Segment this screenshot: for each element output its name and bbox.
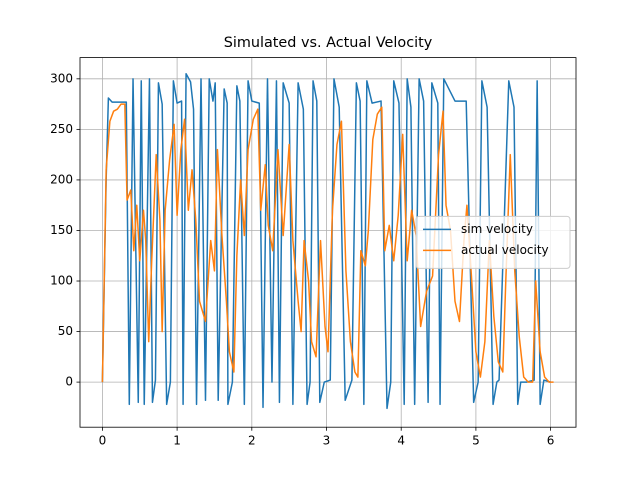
y-tick-label: 0 — [65, 375, 73, 389]
y-tick-label: 50 — [58, 324, 73, 338]
y-tick-label: 200 — [50, 172, 73, 186]
chart-title: Simulated vs. Actual Velocity — [224, 35, 433, 51]
x-tick-label: 6 — [547, 434, 555, 448]
axes-frame — [79, 57, 577, 428]
x-tick-label: 1 — [173, 434, 181, 448]
data-line — [101, 103, 554, 383]
legend-box — [415, 215, 571, 269]
x-tick-label: 5 — [472, 434, 480, 448]
x-tick-label: 3 — [323, 434, 331, 448]
y-tick-label: 300 — [50, 71, 73, 85]
x-tick-label: 4 — [397, 434, 405, 448]
y-tick-label: 250 — [50, 122, 73, 136]
x-tick-label: 2 — [248, 434, 256, 448]
x-tick-label: 0 — [99, 434, 107, 448]
legend-label: sim velocity — [461, 222, 533, 236]
legend-label: actual velocity — [461, 243, 549, 257]
y-tick-label: 150 — [50, 223, 73, 237]
y-tick-label: 100 — [50, 274, 73, 288]
